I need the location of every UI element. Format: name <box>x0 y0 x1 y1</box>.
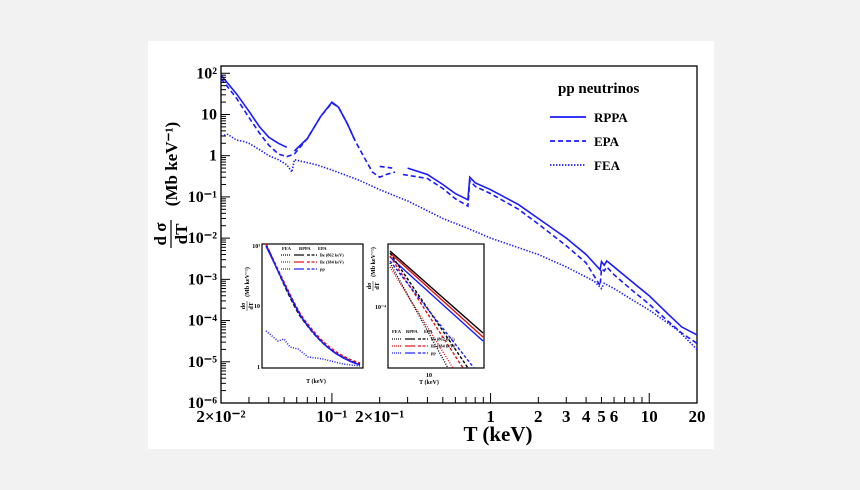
y-tick-label: 10 <box>201 107 217 124</box>
inset-right-xtick: 10 <box>426 373 432 379</box>
inset-right-curve-2 <box>389 256 484 342</box>
y-tick-label: 10² <box>196 65 217 82</box>
x-tick-label: 20 <box>689 407 706 426</box>
y-tick-label: 10⁻² <box>188 230 217 247</box>
inset-right-legend-row-label-2: pp <box>431 351 436 356</box>
chart: 2×10⁻² 10⁻¹ 2×10⁻¹ 1 2 3 4 5 6 10 20 10⁻⁶ 10⁻⁵ 10⁻⁴ 1… <box>151 65 706 446</box>
inset-left-ytick-top: 10³ <box>252 244 260 250</box>
inset-right-curve-4 <box>389 255 464 369</box>
y-axis-label-unit: (Mb keV⁻¹) <box>162 122 181 206</box>
inset-left-legend-h2: EPA <box>318 246 327 251</box>
legend-title: pp neutrinos <box>558 81 639 97</box>
inset-right-legend-h0: FEA <box>392 329 402 334</box>
y-tick-label: 1 <box>209 148 217 165</box>
y-tick-label: 10⁻⁴ <box>188 313 217 330</box>
inset-left-ytick-bottom: 1 <box>257 365 260 371</box>
x-tick-label: 10 <box>641 407 658 426</box>
x-tick-label: 2×10⁻¹ <box>355 407 404 426</box>
inset-right-curve-5 <box>389 260 475 369</box>
inset-right-curve-1 <box>389 252 484 338</box>
y-axis-label-den: dT <box>172 223 191 244</box>
x-tick-label: 3 <box>562 407 571 426</box>
inset-right-legend-row-label-1: Be (384 keV) <box>431 344 455 349</box>
y-axis-label: d σ dT (Mb keV⁻¹) <box>151 122 191 248</box>
x-tick-label: 2 <box>534 407 543 426</box>
plot-frame <box>220 65 698 404</box>
inset-right-legend-row-label-0: Be (862 keV) <box>431 337 455 342</box>
inset-right: FEA RPPA EPA Be (862 keV)Be (384 keV)pp … <box>367 243 485 386</box>
x-tick-label: 1 <box>486 407 495 426</box>
inset-right-legend-h1: RPPA <box>406 329 418 334</box>
inset-left-legend-row-label-2: pp <box>320 267 325 272</box>
series-rppa-line-0 <box>220 74 288 149</box>
svg-text:dσ: dσ <box>367 282 373 289</box>
inset-right-xlabel: T (keV) <box>419 379 439 386</box>
inset-left-legend-row-label-0: Be (862 keV) <box>320 253 344 258</box>
x-axis-label: T (keV) <box>463 422 532 446</box>
inset-right-legend-h2: EPA <box>424 329 433 334</box>
legend-epa-label: EPA <box>594 134 620 149</box>
inset-left-legend-h1: RPPA <box>299 246 311 251</box>
series-epa-line-1 <box>379 165 393 169</box>
svg-text:(Mb keV⁻¹): (Mb keV⁻¹) <box>370 247 377 277</box>
x-tick-label: 4 <box>582 407 591 426</box>
series-fea-line-0 <box>220 133 698 350</box>
y-tick-label: 10⁻⁶ <box>188 395 217 412</box>
x-tick-label: 10⁻¹ <box>316 407 347 426</box>
svg-text:dσ: dσ <box>241 302 247 309</box>
inset-left-curve-3 <box>265 330 361 367</box>
legend-rppa-label: RPPA <box>594 110 628 125</box>
svg-text:dT: dT <box>375 282 381 289</box>
legend: pp neutrinos RPPA EPA FEA <box>550 81 639 173</box>
y-axis-label-num: d σ <box>151 222 170 246</box>
inset-left-ytick-mid: 10 <box>254 304 260 310</box>
series-epa-line-2 <box>402 173 698 345</box>
x-tick-label: 5 <box>597 407 606 426</box>
svg-text:(Mb keV⁻¹): (Mb keV⁻¹) <box>244 267 251 297</box>
inset-left-legend-row-label-1: Be (384 keV) <box>320 260 344 265</box>
inset-left: FEA RPPA EPA Be (862 keV)Be (384 keV)pp … <box>241 243 364 385</box>
inset-right-ytick: 10⁻⁴ <box>375 305 386 311</box>
inset-left-curve-2 <box>265 245 361 366</box>
series-epa-line-0 <box>220 77 396 179</box>
y-tick-label: 10⁻¹ <box>188 189 217 206</box>
y-tick-label: 10⁻⁵ <box>188 354 217 371</box>
series-rppa-line-1 <box>293 100 356 152</box>
series-rppa-line-2 <box>407 167 698 336</box>
svg-text:dT: dT <box>249 302 255 309</box>
x-tick-label: 2×10⁻² <box>196 407 245 426</box>
figure-panel: 2×10⁻² 10⁻¹ 2×10⁻¹ 1 2 3 4 5 6 10 20 10⁻⁶ 10⁻⁵ 10⁻⁴ 1… <box>148 41 714 449</box>
inset-left-legend-h0: FEA <box>282 246 292 251</box>
inset-left-xlabel: T (keV) <box>306 378 326 385</box>
y-tick-label: 10⁻³ <box>188 271 217 288</box>
x-tick-label: 6 <box>610 407 619 426</box>
legend-fea-label: FEA <box>594 158 621 173</box>
inset-right-curve-3 <box>389 252 469 369</box>
inset-right-curve-0 <box>389 250 484 334</box>
